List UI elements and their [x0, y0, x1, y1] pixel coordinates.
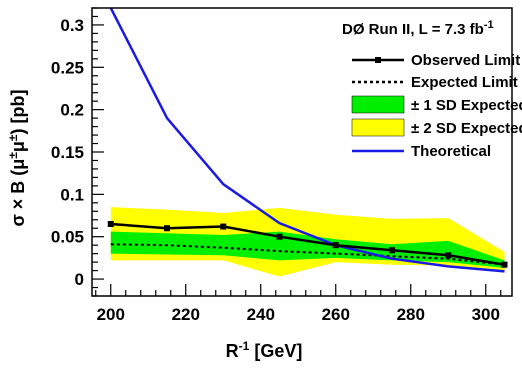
luminosity-annotation: DØ Run II, L = 7.3 fb-1 [342, 19, 494, 38]
y-tick-label: 0.05 [51, 228, 84, 247]
legend: Observed Limit Expected Limit ± 1 SD Exp… [351, 52, 522, 160]
legend-sd1-label: ± 1 SD Expected [411, 97, 522, 114]
x-tick-label: 260 [322, 305, 350, 324]
observed-limit-line [110, 222, 505, 266]
theoretical-line [109, 8, 505, 273]
observed-point [164, 225, 170, 232]
y-tick-label: 0.25 [51, 58, 84, 77]
y-tick-label: 0.15 [51, 143, 84, 162]
x-tick-label: 300 [472, 305, 500, 324]
observed-point [389, 247, 395, 254]
legend-sd2-label: ± 2 SD Expected [411, 120, 522, 137]
x-tick-label: 200 [97, 305, 125, 324]
legend-observed-label: Observed Limit [411, 52, 520, 69]
legend-sd2-swatch [351, 118, 405, 137]
observed-point [220, 223, 227, 230]
series-lines [107, 8, 508, 273]
y-tick-label: 0 [75, 270, 84, 289]
y-tick-label: 0.2 [60, 101, 84, 120]
legend-sd1-swatch [351, 95, 405, 114]
observed-point [107, 221, 114, 227]
legend-expected-label: Expected Limit [411, 74, 518, 91]
band-1sd [110, 231, 505, 268]
y-tick-label: 0.1 [60, 185, 84, 204]
x-axis-title: R-1 [GeV] [226, 339, 303, 361]
x-tick-label: 220 [172, 305, 200, 324]
observed-point [332, 242, 339, 249]
observed-point [445, 252, 452, 259]
observed-point [276, 233, 283, 240]
y-axis-title: σ × B (μ±μ±) [pb] [6, 89, 28, 226]
legend-observed-marker [375, 57, 381, 63]
axis-ticks: 200 220 240 260 280 300 0 0.05 0.1 0.15 0.2 0.25 0.3 [51, 7, 502, 324]
x-tick-label: 240 [247, 305, 275, 324]
y-tick-label: 0.3 [60, 16, 84, 35]
x-tick-label: 280 [397, 305, 425, 324]
observed-point [501, 261, 508, 268]
legend-theory-label: Theoretical [411, 143, 491, 160]
